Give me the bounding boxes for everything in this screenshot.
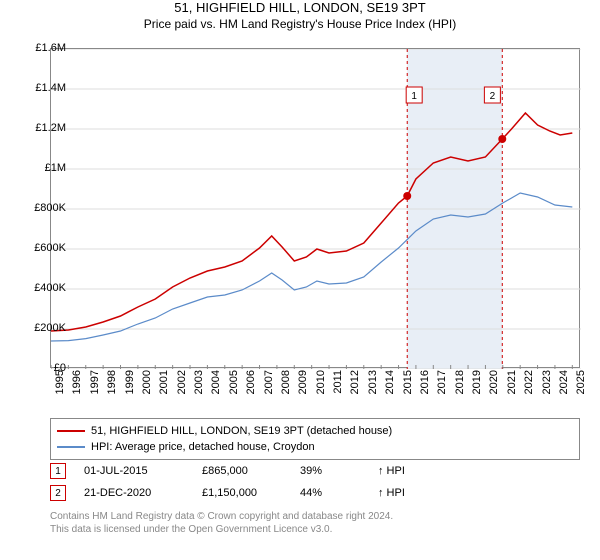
transaction-note: ↑ HPI bbox=[378, 465, 405, 477]
xtick-label: 2008 bbox=[280, 370, 292, 410]
legend-row: HPI: Average price, detached house, Croy… bbox=[57, 439, 573, 455]
xtick-label: 1996 bbox=[71, 370, 83, 410]
xtick-label: 2020 bbox=[488, 370, 500, 410]
transactions-table: 1 01-JUL-2015 £865,000 39% ↑ HPI 2 21-DEC-2020… bbox=[50, 460, 580, 504]
xtick-label: 2003 bbox=[193, 370, 205, 410]
xtick-label: 2021 bbox=[506, 370, 518, 410]
transaction-date: 21-DEC-2020 bbox=[84, 487, 184, 499]
xtick-label: 2011 bbox=[332, 370, 344, 410]
xtick-label: 2017 bbox=[436, 370, 448, 410]
xtick-label: 2016 bbox=[419, 370, 431, 410]
legend-label: 51, HIGHFIELD HILL, LONDON, SE19 3PT (de… bbox=[91, 425, 392, 437]
chart-subtitle: Price paid vs. HM Land Registry's House … bbox=[0, 17, 600, 31]
transaction-price: £865,000 bbox=[202, 465, 282, 477]
legend: 51, HIGHFIELD HILL, LONDON, SE19 3PT (de… bbox=[50, 418, 580, 460]
footer-line2: This data is licensed under the Open Gov… bbox=[50, 523, 580, 536]
xtick-label: 2013 bbox=[367, 370, 379, 410]
transaction-marker: 1 bbox=[50, 463, 66, 479]
transaction-date: 01-JUL-2015 bbox=[84, 465, 184, 477]
xtick-label: 1999 bbox=[124, 370, 136, 410]
xtick-label: 1998 bbox=[106, 370, 118, 410]
transaction-marker: 2 bbox=[50, 485, 66, 501]
xtick-label: 2025 bbox=[575, 370, 587, 410]
ytick-label: £400K bbox=[26, 282, 66, 294]
xtick-label: 2022 bbox=[523, 370, 535, 410]
footer-attribution: Contains HM Land Registry data © Crown c… bbox=[50, 510, 580, 536]
xtick-label: 2002 bbox=[176, 370, 188, 410]
xtick-label: 2014 bbox=[384, 370, 396, 410]
footer-line1: Contains HM Land Registry data © Crown c… bbox=[50, 510, 580, 523]
xtick-label: 2004 bbox=[210, 370, 222, 410]
xtick-label: 1995 bbox=[54, 370, 66, 410]
xtick-label: 1997 bbox=[89, 370, 101, 410]
xtick-label: 2005 bbox=[228, 370, 240, 410]
chart-svg: 12 bbox=[51, 49, 581, 369]
transaction-pct: 44% bbox=[300, 487, 360, 499]
transaction-price: £1,150,000 bbox=[202, 487, 282, 499]
svg-text:1: 1 bbox=[411, 91, 417, 102]
xtick-label: 2010 bbox=[315, 370, 327, 410]
ytick-label: £600K bbox=[26, 242, 66, 254]
ytick-label: £800K bbox=[26, 202, 66, 214]
transaction-row: 2 21-DEC-2020 £1,150,000 44% ↑ HPI bbox=[50, 482, 580, 504]
chart-plot-area: 12 bbox=[50, 48, 580, 368]
legend-swatch bbox=[57, 430, 85, 432]
svg-text:2: 2 bbox=[490, 91, 496, 102]
legend-swatch bbox=[57, 446, 85, 448]
xtick-label: 2018 bbox=[454, 370, 466, 410]
ytick-label: £1.6M bbox=[26, 42, 66, 54]
xtick-label: 2024 bbox=[558, 370, 570, 410]
xtick-label: 2000 bbox=[141, 370, 153, 410]
xtick-label: 2015 bbox=[402, 370, 414, 410]
xtick-label: 2012 bbox=[349, 370, 361, 410]
chart-title: 51, HIGHFIELD HILL, LONDON, SE19 3PT bbox=[0, 0, 600, 15]
xtick-label: 2007 bbox=[263, 370, 275, 410]
ytick-label: £1M bbox=[26, 162, 66, 174]
transaction-note: ↑ HPI bbox=[378, 487, 405, 499]
legend-label: HPI: Average price, detached house, Croy… bbox=[91, 441, 315, 453]
ytick-label: £200K bbox=[26, 322, 66, 334]
xtick-label: 2001 bbox=[158, 370, 170, 410]
legend-row: 51, HIGHFIELD HILL, LONDON, SE19 3PT (de… bbox=[57, 423, 573, 439]
ytick-label: £1.4M bbox=[26, 82, 66, 94]
xtick-label: 2009 bbox=[297, 370, 309, 410]
ytick-label: £1.2M bbox=[26, 122, 66, 134]
transaction-row: 1 01-JUL-2015 £865,000 39% ↑ HPI bbox=[50, 460, 580, 482]
xtick-label: 2019 bbox=[471, 370, 483, 410]
transaction-pct: 39% bbox=[300, 465, 360, 477]
xtick-label: 2006 bbox=[245, 370, 257, 410]
xtick-label: 2023 bbox=[541, 370, 553, 410]
